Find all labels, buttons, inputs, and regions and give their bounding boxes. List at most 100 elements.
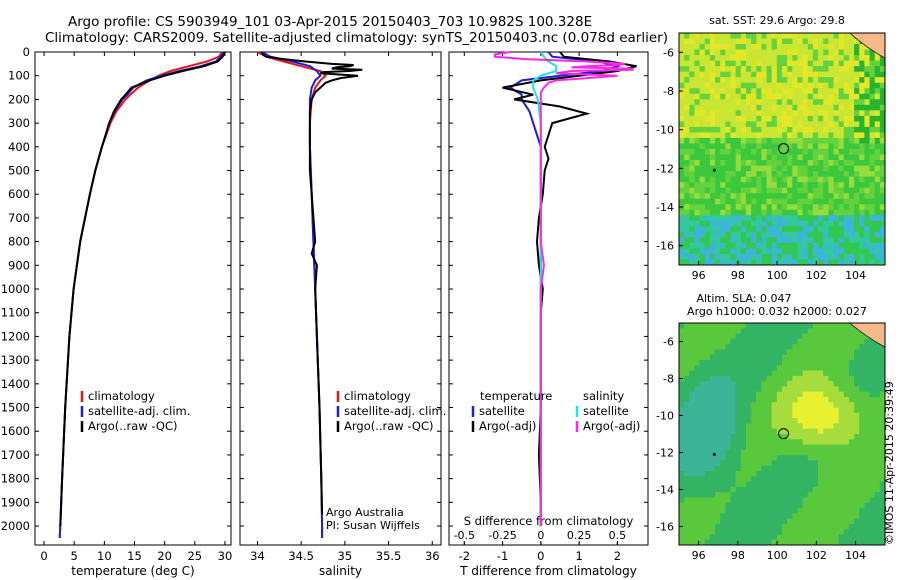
y-tick-label: 1300 — [1, 353, 30, 367]
x-tick-label: 0 — [40, 549, 47, 563]
y-tick-label: 1600 — [1, 424, 30, 438]
legend-label: climatology — [88, 389, 155, 403]
plot-frame — [34, 51, 232, 546]
x-tick-label: 1 — [575, 549, 582, 563]
y-tick-label: 1700 — [1, 448, 30, 462]
x-tick-label: 15 — [127, 549, 142, 563]
lon-tick-label: 96 — [692, 269, 706, 282]
x2-tick-label: 0.25 — [567, 529, 592, 542]
y-tick-label: 900 — [8, 258, 30, 272]
lon-tick-label: 100 — [767, 549, 788, 562]
legend-label: Argo(-adj) — [583, 419, 640, 433]
series-line-climatology — [58, 51, 223, 538]
lat-tick-label: -16 — [656, 240, 674, 253]
x-tick-label: 20 — [157, 549, 172, 563]
lon-tick-label: 104 — [845, 269, 866, 282]
y-tick-label: 2000 — [1, 519, 30, 533]
legend-label: climatology — [344, 389, 411, 403]
lat-tick-label: -10 — [656, 124, 674, 137]
plot-frame — [239, 51, 442, 546]
header-line2: Climatology: CARS2009. Satellite-adjuste… — [45, 30, 668, 46]
sla-map-title2: Argo h1000: 0.032 h2000: 0.027 — [687, 305, 867, 318]
y-tick-label: 300 — [8, 116, 30, 130]
x2-tick-label: -0.5 — [454, 529, 475, 542]
lat-tick-label: -8 — [663, 85, 674, 98]
series-line-s-satellite — [532, 51, 558, 526]
profile-location-marker — [778, 428, 790, 440]
series-line-t-satellite — [508, 51, 622, 526]
legend-label: satellite-adj. clim. — [88, 404, 190, 418]
map-frame — [678, 32, 886, 266]
x2-tick-label: 0 — [537, 529, 544, 542]
x-tick-label: 25 — [187, 549, 202, 563]
sla-map-title1: Altim. SLA: 0.047 — [696, 292, 791, 305]
x-tick-label: 34.5 — [288, 549, 314, 563]
y-tick-label: 1800 — [1, 472, 30, 486]
x-tick-label: 10 — [97, 549, 112, 563]
x-tick-label: -1 — [497, 549, 508, 563]
y-tick-label: 1200 — [1, 329, 30, 343]
island-dot — [712, 168, 716, 172]
lon-tick-label: 102 — [806, 549, 827, 562]
lat-tick-label: -8 — [663, 373, 674, 386]
series-line-satellite-adj-clim- — [261, 51, 324, 538]
temperature-panel: 0100200300400500600700800900100011001200… — [1, 45, 233, 578]
map-frame — [678, 322, 886, 546]
lat-tick-label: -14 — [656, 484, 674, 497]
lat-tick-label: -16 — [656, 521, 674, 534]
y-tick-label: 1900 — [1, 495, 30, 509]
lat-tick-label: -14 — [656, 201, 674, 214]
difference-panel: -2 -1 0 1 2T difference from climatology -0.5… — [448, 51, 649, 578]
island-dot — [712, 452, 716, 456]
legend-header: temperature — [480, 389, 552, 403]
x-axis-label: salinity — [319, 564, 362, 578]
x2-axis-label: S difference from climatology — [464, 514, 634, 528]
x-tick-label: 35 — [338, 549, 353, 563]
x2-tick-label: -0.25 — [488, 529, 516, 542]
lon-tick-label: 98 — [731, 549, 745, 562]
legend-label: satellite — [583, 404, 629, 418]
x-tick-label: 34 — [250, 549, 265, 563]
x-tick-label: 36 — [425, 549, 440, 563]
sst-field — [679, 33, 886, 266]
sla-map: Altim. SLA: 0.047 Argo h1000: 0.032 h200… — [656, 292, 886, 562]
credit-annotation: PI: Susan Wijffels — [326, 519, 420, 532]
legend-label: Argo(-adj) — [479, 419, 536, 433]
x-axis-label: T difference from climatology — [459, 564, 637, 578]
series-line-argo-raw-qc- — [260, 51, 363, 515]
lon-tick-label: 100 — [767, 269, 788, 282]
y-tick-label: 800 — [8, 235, 30, 249]
legend-header: salinity — [583, 389, 624, 403]
y-tick-label: 100 — [8, 69, 30, 83]
series-line-t-argo-adj- — [502, 51, 637, 526]
y-tick-label: 500 — [8, 164, 30, 178]
lon-tick-label: 98 — [731, 269, 745, 282]
lat-tick-label: -12 — [656, 162, 674, 175]
x-axis-label: temperature (deg C) — [71, 564, 194, 578]
series-line-s-argo-adj- — [493, 51, 634, 526]
x-tick-label: 5 — [71, 549, 78, 563]
y-tick-label: 1400 — [1, 377, 30, 391]
x-tick-label: 35.5 — [376, 549, 402, 563]
x-tick-label: 0 — [537, 549, 544, 563]
legend-label: Argo(..raw -QC) — [344, 419, 434, 433]
y-tick-label: 1000 — [1, 282, 30, 296]
profile-location-marker — [778, 143, 790, 155]
sst-map: sat. SST: 29.6 Argo: 29.8 96 98 100 102 104 -… — [656, 14, 886, 282]
y-tick-label: 400 — [8, 140, 30, 154]
lon-tick-label: 104 — [845, 549, 866, 562]
y-tick-label: 0 — [23, 45, 30, 59]
imos-credit: ©IMOS 11-Apr-2015 20:39:49 — [883, 381, 896, 545]
legend-label: satellite — [479, 404, 525, 418]
x-tick-label: 30 — [218, 549, 233, 563]
x-tick-label: -2 — [459, 549, 470, 563]
series-line-argo-raw-qc- — [59, 51, 226, 527]
y-tick-label: 600 — [8, 187, 30, 201]
y-tick-label: 1100 — [1, 306, 30, 320]
legend-label: satellite-adj. clim. — [344, 404, 446, 418]
credit-annotation: Argo Australia — [326, 506, 404, 519]
header-line1: Argo profile: CS 5903949_101 03-Apr-2015… — [68, 14, 592, 30]
legend-label: Argo(..raw -QC) — [88, 419, 178, 433]
x2-tick-label: 0.5 — [609, 529, 627, 542]
